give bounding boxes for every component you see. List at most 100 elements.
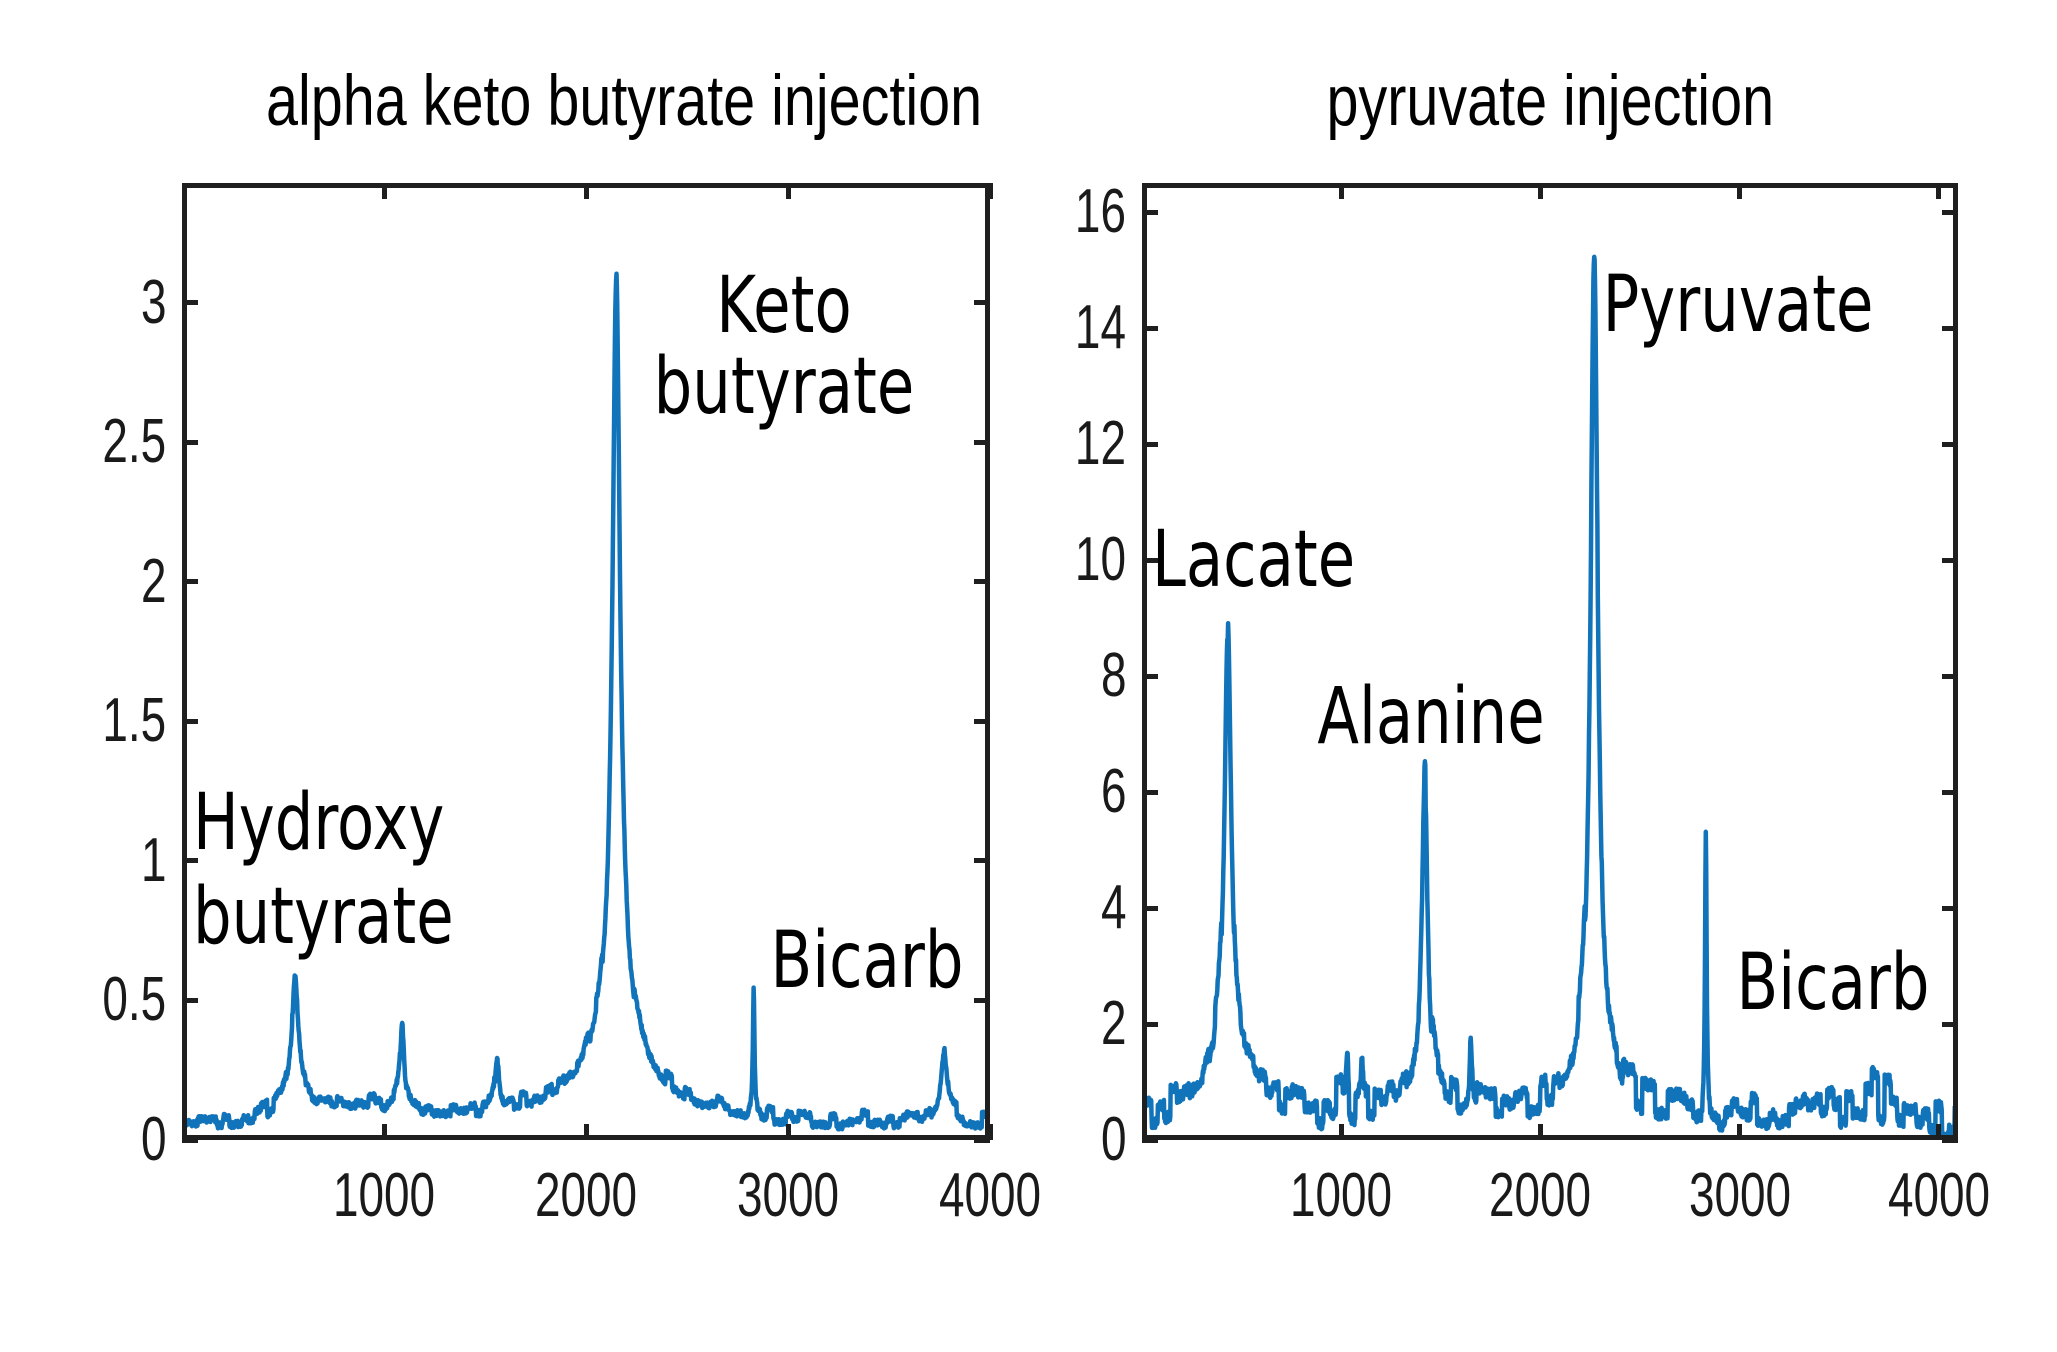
y-tick — [182, 1137, 198, 1143]
x-tick — [1737, 1124, 1743, 1140]
y-tick-label-text: 3 — [140, 267, 166, 337]
y-tick — [1142, 1021, 1158, 1027]
y-tick-label: 2 — [132, 546, 166, 616]
y-tick-label-text: 16 — [1074, 177, 1126, 246]
y-tick-right — [974, 439, 990, 445]
y-tick-right — [1942, 673, 1958, 679]
subplot-pyruvate: pyruvate injection 1000 2000 3000 4000 0 2 4 6 8… — [1075, 0, 1990, 1352]
y-tick-label: 0 — [1092, 1109, 1126, 1171]
x-tick-label-text: 1000 — [332, 1161, 436, 1230]
y-tick-label: 8 — [1092, 645, 1126, 707]
x-tick — [1936, 1124, 1942, 1140]
y-tick — [1142, 1137, 1158, 1143]
y-tick-label-text: 2 — [140, 546, 166, 616]
x-tick-top — [583, 183, 589, 199]
x-tick-label-text: 2000 — [534, 1161, 638, 1230]
plot-title: pyruvate injection — [1142, 56, 1958, 148]
plot-area: 1000 2000 3000 4000 0 2 4 6 8 10 12 14 16 Lacate Alani… — [1075, 181, 1990, 1230]
annotation-text: butyrate — [653, 341, 915, 432]
annotation-text: butyrate — [193, 871, 454, 962]
annotation-text: Pyruvate — [1602, 259, 1874, 350]
y-tick-label: 2.5 — [80, 411, 166, 473]
annotation-text: Bicarb — [1736, 938, 1930, 1029]
y-tick-label-text: 2.5 — [102, 407, 166, 477]
y-tick-label: 0.5 — [80, 969, 166, 1031]
x-tick — [785, 1124, 791, 1140]
y-tick-label: 14 — [1057, 297, 1126, 359]
y-tick — [182, 579, 198, 585]
y-tick — [182, 718, 198, 724]
y-tick-label-text: 0 — [140, 1105, 166, 1174]
x-tick-top — [381, 183, 387, 199]
y-tick-right — [1942, 1021, 1958, 1027]
annotation-text: Alanine — [1317, 671, 1545, 762]
y-tick-right — [1942, 905, 1958, 911]
annotation-text: Hydroxy — [193, 778, 445, 869]
y-tick-label-text: 1.5 — [102, 686, 166, 756]
y-tick-right — [974, 858, 990, 864]
spectrum-line — [1142, 254, 1958, 1140]
y-tick-right — [1942, 789, 1958, 795]
y-tick — [1142, 673, 1158, 679]
y-tick-right — [1942, 557, 1958, 563]
y-tick — [1142, 209, 1158, 215]
x-tick-label: 4000 — [1870, 1161, 2008, 1230]
y-tick-right — [1942, 441, 1958, 447]
y-tick-label: 0 — [132, 1109, 166, 1171]
spectrum-polyline — [1142, 254, 1958, 1140]
y-tick-label-text: 12 — [1074, 409, 1126, 478]
x-tick-top — [1936, 183, 1942, 199]
y-tick-label: 6 — [1092, 761, 1126, 823]
x-tick-label-text: 1000 — [1290, 1161, 1393, 1230]
y-tick-label: 10 — [1057, 529, 1126, 591]
y-tick-label-text: 10 — [1074, 525, 1126, 594]
y-tick-right — [974, 579, 990, 585]
x-tick-top — [1737, 183, 1743, 199]
y-tick — [182, 300, 198, 306]
y-tick-right — [974, 1137, 990, 1143]
y-tick-label: 16 — [1057, 181, 1126, 243]
plot-title-text: alpha keto butyrate injection — [265, 62, 983, 141]
y-tick — [1142, 789, 1158, 795]
x-tick — [381, 1124, 387, 1140]
spectrum-polyline — [183, 271, 990, 1132]
y-tick — [1142, 325, 1158, 331]
x-tick-label-text: 2000 — [1489, 1161, 1592, 1230]
y-tick-label-text: 4 — [1100, 873, 1126, 942]
plot-area: 1000 2000 3000 4000 0 0.5 1 1.5 2 2.5 3 Keto butyrat… — [102, 183, 1041, 1230]
annotation-hydroxy: Hydroxy — [193, 784, 515, 862]
x-tick — [1338, 1124, 1344, 1140]
x-tick-label-text: 4000 — [1887, 1161, 1990, 1230]
annotation-bicarb: Bicarb — [743, 922, 990, 1000]
annotation-text: Keto — [716, 260, 852, 351]
y-tick-right — [974, 300, 990, 306]
y-tick-label-text: 0 — [1100, 1105, 1126, 1174]
x-tick-label-text: 3000 — [736, 1161, 840, 1230]
annotation-text: Lacate — [1151, 515, 1356, 605]
x-tick-label: 1000 — [1272, 1161, 1410, 1230]
y-tick-label: 2 — [1092, 993, 1126, 1055]
x-tick — [1537, 1124, 1543, 1140]
y-tick — [1142, 441, 1158, 447]
annotation-bicarb: Bicarb — [1710, 944, 1957, 1022]
y-tick-label-text: 6 — [1100, 757, 1126, 826]
x-tick-label: 4000 — [921, 1161, 1059, 1230]
annotation-lacate: Lacate — [1152, 521, 1413, 599]
annotation-butyrate: butyrate — [617, 348, 951, 426]
annotation-text: Bicarb — [770, 916, 964, 1007]
y-tick — [1142, 557, 1158, 563]
y-tick — [182, 858, 198, 864]
x-tick-label: 2000 — [1471, 1161, 1609, 1230]
y-tick-label: 4 — [1092, 877, 1126, 939]
plot-title: alpha keto butyrate injection — [182, 56, 990, 148]
annotation-alanine: Alanine — [1285, 678, 1576, 756]
x-tick-label-text: 4000 — [938, 1161, 1042, 1230]
x-tick-label-text: 3000 — [1688, 1161, 1791, 1230]
y-tick — [182, 439, 198, 445]
y-tick-right — [1942, 209, 1958, 215]
annotation-pyruvate: Pyruvate — [1564, 266, 1911, 344]
y-tick-right — [1942, 325, 1958, 331]
x-tick-top — [987, 183, 993, 199]
y-tick-label: 1 — [132, 829, 166, 892]
y-tick-right — [1942, 1137, 1958, 1143]
